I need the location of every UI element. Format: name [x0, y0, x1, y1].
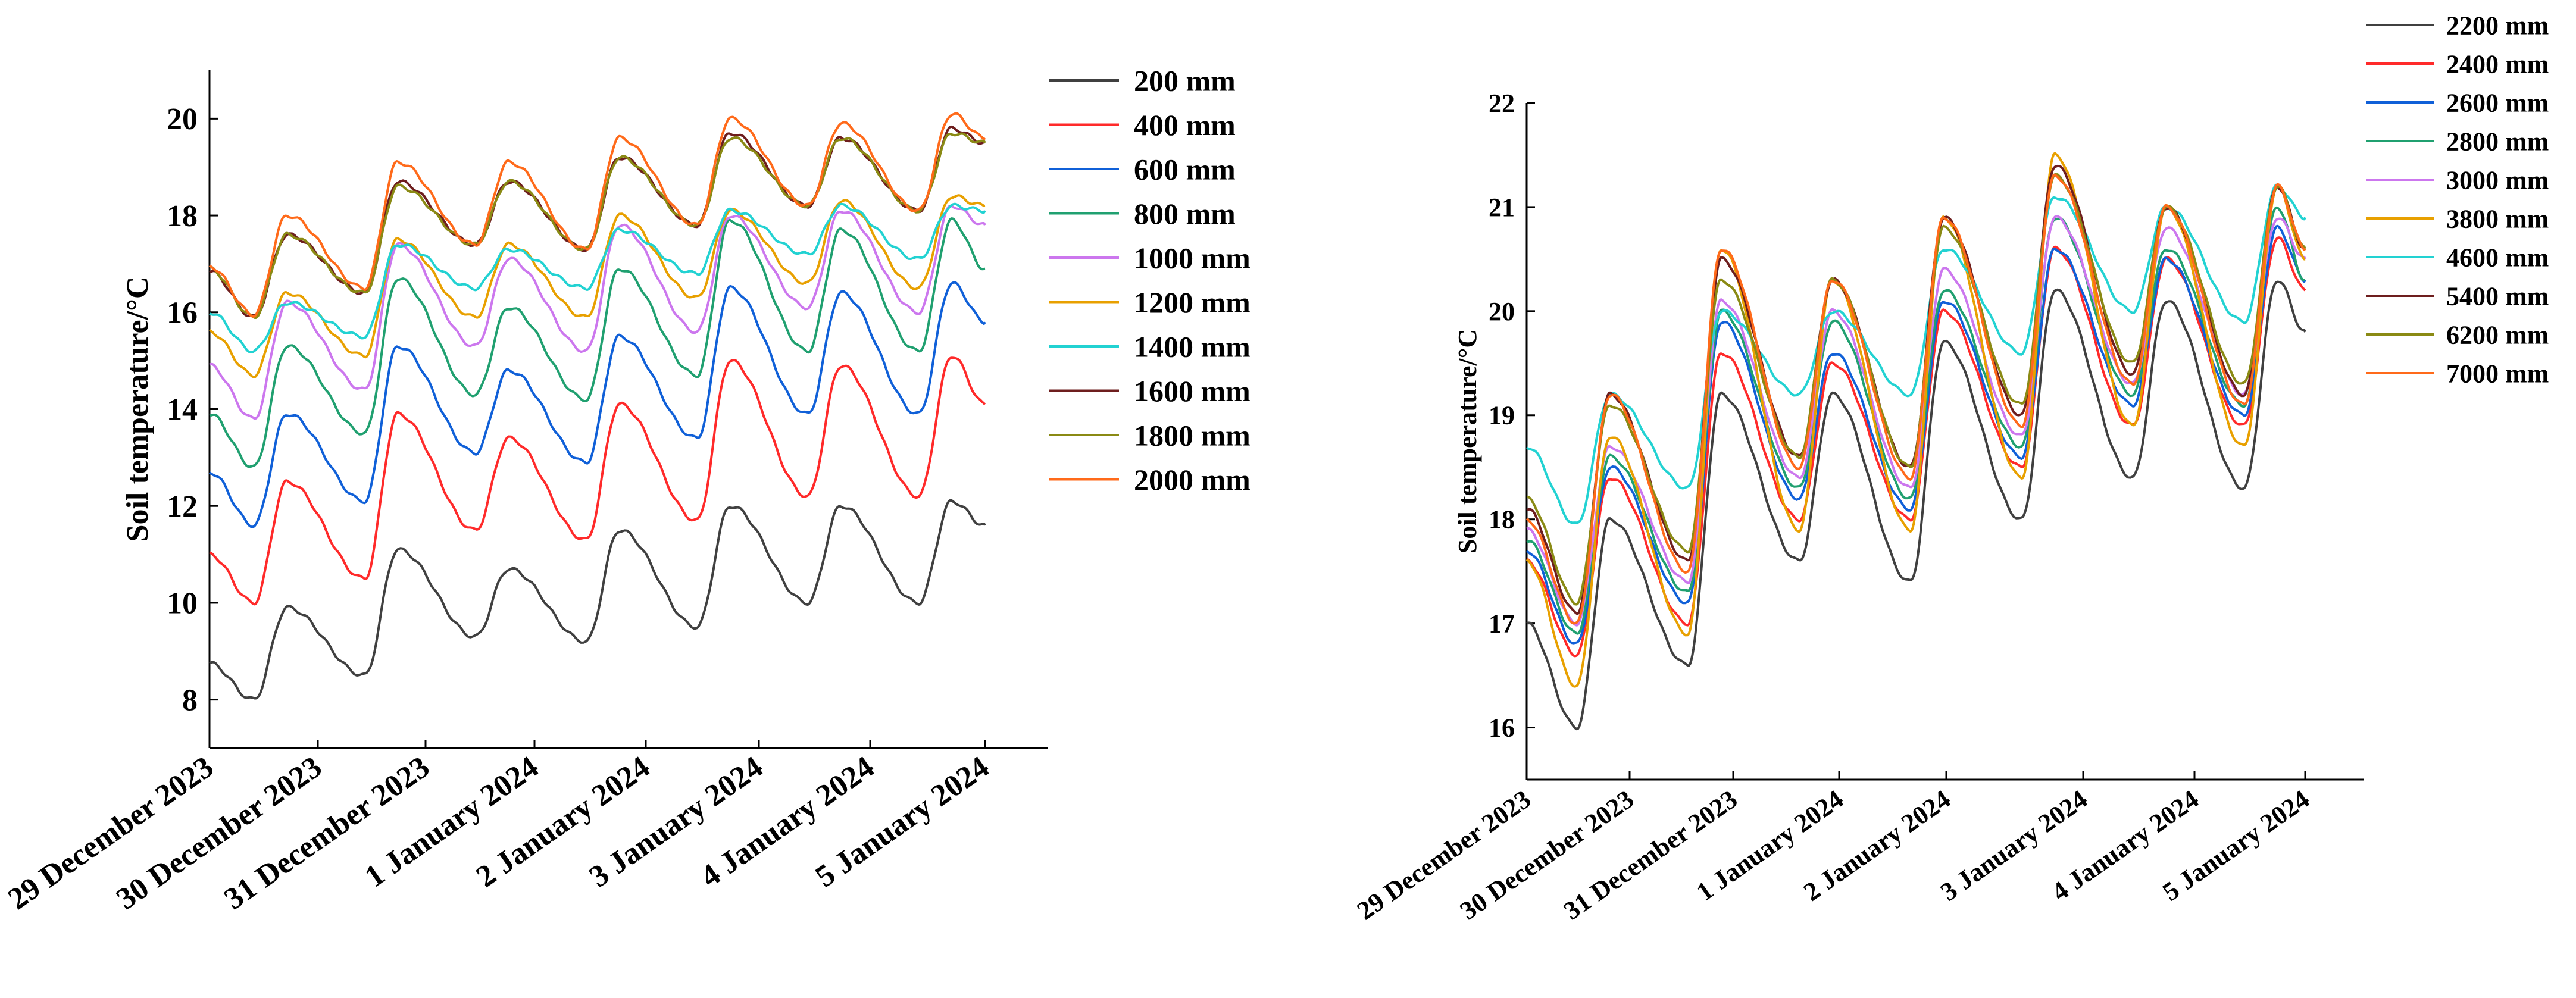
y-axis-title: Soil temperature/°C: [121, 277, 155, 542]
x-tick-label: 31 December 2023: [218, 750, 435, 916]
legend-label: 6200 mm: [2446, 320, 2549, 349]
legend-label: 1200 mm: [1134, 286, 1251, 319]
series-line-200-mm: [209, 499, 986, 700]
y-tick-label: 10: [167, 587, 198, 621]
series-line-2000-mm: [208, 112, 986, 318]
y-tick-label: 8: [182, 683, 198, 717]
x-tick-label: 30 December 2023: [110, 750, 327, 916]
y-tick-label: 16: [1489, 713, 1515, 742]
legend-label: 1400 mm: [1134, 330, 1251, 364]
legend-label: 3800 mm: [2446, 204, 2549, 233]
legend-label: 2800 mm: [2446, 127, 2549, 156]
series-line-800-mm: [209, 217, 986, 468]
y-tick-label: 18: [167, 199, 198, 233]
series-lines: [1525, 152, 2306, 731]
legend-label: 2000 mm: [1134, 463, 1251, 496]
y-tick-label: 18: [1489, 505, 1515, 534]
series-line-1800-mm: [209, 132, 986, 320]
y-tick-label: 14: [167, 393, 198, 427]
legend-label: 1600 mm: [1134, 374, 1251, 408]
series-line-1200-mm: [208, 194, 986, 378]
x-tick-label: 29 December 2023: [2, 750, 219, 916]
legend-label: 2400 mm: [2446, 49, 2549, 79]
y-tick-label: 12: [167, 490, 198, 524]
x-tick-label: 31 December 2023: [1558, 784, 1743, 925]
series-line-4600-mm: [1526, 183, 2306, 524]
y-tick-label: 20: [1489, 297, 1515, 326]
y-tick-label: 19: [1489, 401, 1515, 430]
legend-label: 600 mm: [1134, 153, 1236, 186]
legend-label: 400 mm: [1134, 108, 1236, 142]
x-tick-label: 30 December 2023: [1455, 784, 1639, 925]
series-lines: [208, 112, 986, 700]
legend-label: 7000 mm: [2446, 359, 2549, 388]
series-line-1000-mm: [209, 204, 986, 420]
y-tick-label: 16: [167, 296, 198, 330]
legend-label: 200 mm: [1134, 64, 1236, 98]
legend-label: 800 mm: [1134, 197, 1236, 230]
legend-label: 1800 mm: [1134, 419, 1251, 452]
legend-label: 2600 mm: [2446, 88, 2549, 117]
y-tick-label: 17: [1489, 609, 1515, 639]
series-line-5400-mm: [1526, 164, 2306, 615]
series-line-3800-mm: [1525, 152, 2306, 688]
legend-label: 1000 mm: [1134, 242, 1251, 275]
legend: 2200 mm 2400 mm 2600 mm 2800 mm 3000 mm 3800 …: [2366, 11, 2549, 388]
series-line-2200-mm: [1526, 280, 2306, 731]
series-line-7000-mm: [1525, 173, 2306, 625]
series-line-600-mm: [208, 281, 986, 528]
legend: 200 mm 400 mm 600 mm 800 mm 1000 mm 1200 mm 14…: [1049, 64, 1251, 496]
y-tick-label: 20: [167, 102, 198, 136]
series-line-1400-mm: [209, 202, 986, 354]
legend-label: 3000 mm: [2446, 165, 2549, 195]
x-tick-label: 29 December 2023: [1352, 784, 1536, 925]
legend-label: 2200 mm: [2446, 11, 2549, 40]
legend-label: 5400 mm: [2446, 281, 2549, 311]
legend-label: 4600 mm: [2446, 243, 2549, 272]
y-tick-label: 21: [1489, 193, 1515, 222]
series-line-400-mm: [209, 356, 986, 606]
y-axis-title: Soil temperature/°C: [1453, 329, 1482, 553]
y-tick-label: 22: [1489, 89, 1515, 118]
series-line-6200-mm: [1527, 173, 2306, 606]
